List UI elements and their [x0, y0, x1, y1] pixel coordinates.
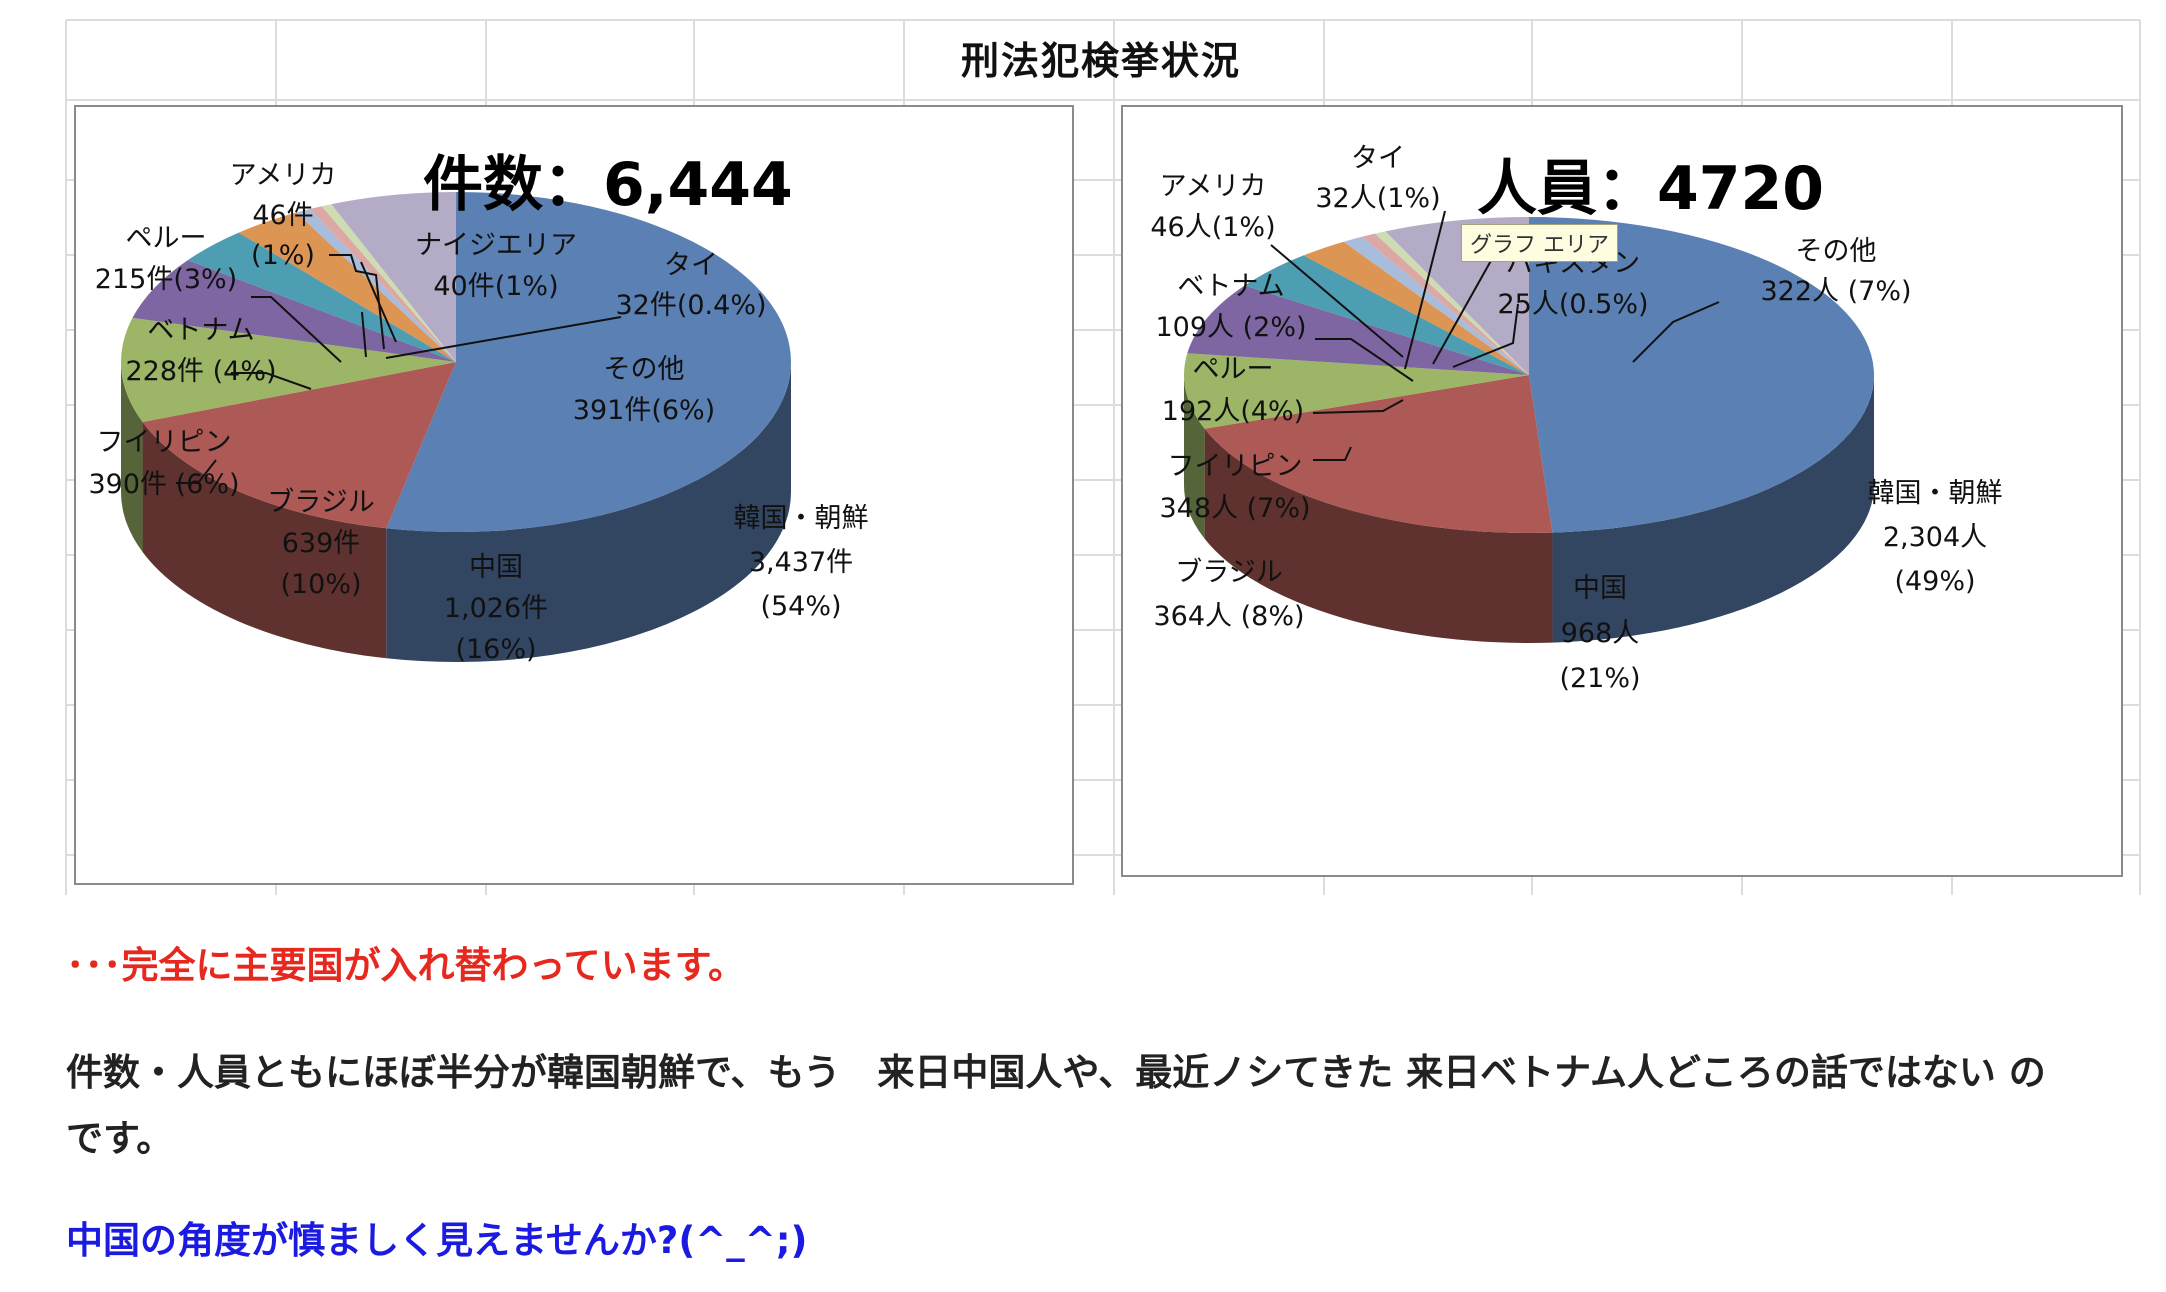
- data-label-peru-value: 215件(3%): [95, 264, 237, 295]
- data-label-thailand-name: タイ: [1351, 143, 1405, 174]
- data-label-brazil-value: 639件: [282, 528, 361, 559]
- chart-area-tooltip: グラフ エリア: [1461, 224, 1618, 262]
- data-label-brazil-pct: (10%): [280, 569, 361, 600]
- pie-slice-ベトナム[interactable]: [187, 232, 456, 362]
- data-label-philippines-name: フイリピン: [1168, 451, 1303, 482]
- pie-slice-その他[interactable]: [331, 192, 456, 362]
- pie-side-中国: [142, 422, 387, 659]
- leader-line: [1315, 338, 1414, 382]
- data-label-usa-name: アメリカ: [1160, 171, 1267, 202]
- leader-line: [1312, 399, 1404, 414]
- data-label-usa-pct: (1%): [251, 240, 315, 271]
- data-label-usa-value: 46件: [252, 200, 313, 231]
- pie-slice-韓国・朝鮮[interactable]: [1529, 217, 1875, 533]
- pie-slice-ナイジエリア[interactable]: [309, 206, 456, 362]
- leader-line: [360, 261, 397, 343]
- data-label-other-value: 391件(6%): [573, 395, 715, 426]
- chart-title: 人員：4720: [1477, 154, 1824, 224]
- data-label-philippines-value: 390件 (6%): [88, 469, 239, 500]
- commentary-red: ･･･完全に主要国が入れ替わっています。: [66, 944, 745, 987]
- pie-slice-ブラジル[interactable]: [121, 317, 456, 423]
- leader-line: [1632, 301, 1720, 363]
- pie-slice-フイリピン[interactable]: [1187, 285, 1529, 375]
- data-label-vietnam-value: 228件 (4%): [125, 356, 276, 387]
- sheet-title: 刑法犯検挙状況: [960, 39, 1241, 83]
- data-label-china-name: 中国: [469, 552, 523, 583]
- data-label-china-pct: (21%): [1559, 663, 1640, 694]
- data-label-other-name: その他: [604, 354, 685, 385]
- data-label-pakistan-value: 25人(0.5%): [1497, 289, 1648, 320]
- data-label-peru-value: 192人(4%): [1162, 396, 1304, 427]
- leader-line: [1404, 210, 1446, 370]
- chart-area-cases[interactable]: 件数：6,444 韓国・朝鮮 3,437件 (54%) 中国 1,026件 (1…: [74, 105, 1074, 885]
- data-label-philippines-name: フイリピン: [97, 427, 232, 458]
- data-label-korea-pct: (49%): [1894, 566, 1975, 597]
- commentary-blue: 中国の角度が慎ましく見えませんか?(^_^;): [66, 1219, 808, 1262]
- data-label-korea-pct: (54%): [760, 591, 841, 622]
- pie-slice-パキスタン[interactable]: [1374, 231, 1529, 375]
- data-label-korea-name: 韓国・朝鮮: [1868, 478, 2003, 509]
- pie-slice-中国[interactable]: [1204, 375, 1553, 533]
- data-label-usa-name: アメリカ: [230, 160, 337, 191]
- leader-line: [176, 459, 217, 484]
- pie-slice-フイリピン[interactable]: [132, 260, 456, 362]
- leader-line: [1313, 446, 1352, 461]
- commentary-body: 件数・人員ともにほぼ半分が韓国朝鮮で、もう 来日中国人や、最近ノシてきた 来日ベ…: [66, 1051, 2046, 1160]
- data-label-china-pct: (16%): [455, 634, 536, 665]
- pie-side-韓国・朝鮮: [1552, 375, 1874, 643]
- pie-side-韓国・朝鮮: [386, 362, 791, 662]
- data-label-brazil-value: 364人 (8%): [1153, 601, 1304, 632]
- data-label-brazil-name: ブラジル: [1175, 557, 1282, 588]
- pie-side-中国: [1204, 428, 1553, 643]
- data-label-china-name: 中国: [1573, 573, 1627, 604]
- leader-line: [1270, 244, 1404, 358]
- pie-slice-中国[interactable]: [142, 362, 456, 529]
- pie-side-ブラジル: [121, 362, 143, 553]
- pie-chart-cases: 件数：6,444 韓国・朝鮮 3,437件 (54%) 中国 1,026件 (1…: [88, 150, 869, 665]
- pie-slice-アメリカ[interactable]: [1343, 236, 1529, 375]
- pie-slice-ブラジル[interactable]: [1184, 353, 1529, 429]
- data-label-korea-value: 3,437件: [749, 547, 853, 578]
- leader-line: [1452, 303, 1519, 368]
- data-label-usa-value: 46人(1%): [1150, 212, 1275, 243]
- leader-line: [231, 372, 312, 390]
- data-label-nigeria-value: 40件(1%): [433, 271, 558, 302]
- data-label-korea-value: 2,304人: [1883, 522, 1987, 553]
- data-label-vietnam-name: ベトナム: [1177, 271, 1284, 302]
- pie-chart-persons: 人員：4720 韓国・朝鮮 2,304人 (49%) 中国 968人 (21%)…: [1150, 143, 2003, 694]
- pie-slice-ペルー[interactable]: [238, 212, 456, 362]
- data-label-nigeria-name: ナイジエリア: [415, 230, 577, 261]
- chart-title: 件数：6,444: [423, 150, 793, 220]
- data-label-other-value: 322人 (7%): [1760, 276, 1911, 307]
- data-label-philippines-value: 348人 (7%): [1159, 493, 1310, 524]
- data-label-korea-name: 韓国・朝鮮: [734, 503, 869, 534]
- data-label-peru-name: ペルー: [1193, 354, 1274, 385]
- pie-slice-タイ[interactable]: [321, 204, 456, 362]
- data-label-vietnam-value: 109人 (2%): [1155, 312, 1306, 343]
- leader-line: [329, 254, 385, 350]
- pie-slice-タイ[interactable]: [1361, 233, 1529, 375]
- data-label-other-name: その他: [1796, 236, 1877, 267]
- data-label-china-value: 968人: [1561, 618, 1640, 649]
- data-label-thailand-name: タイ: [664, 250, 718, 281]
- pie-slice-韓国・朝鮮[interactable]: [386, 192, 791, 532]
- leader-line: [385, 316, 622, 359]
- data-label-brazil-name: ブラジル: [267, 487, 374, 518]
- data-label-thailand-value: 32件(0.4%): [615, 290, 766, 321]
- data-label-thailand-value: 32人(1%): [1315, 183, 1440, 214]
- pie-slice-ペルー[interactable]: [1244, 255, 1529, 375]
- leader-line: [251, 296, 342, 363]
- data-label-vietnam-name: ベトナム: [147, 315, 254, 346]
- data-label-peru-name: ペルー: [126, 223, 207, 254]
- data-label-china-value: 1,026件: [444, 593, 548, 624]
- chart-area-persons[interactable]: 人員：4720 韓国・朝鮮 2,304人 (49%) 中国 968人 (21%)…: [1121, 105, 2123, 877]
- pie-slice-ベトナム[interactable]: [1303, 241, 1529, 375]
- pie-side-ブラジル: [1184, 375, 1205, 539]
- leader-line: [361, 311, 367, 358]
